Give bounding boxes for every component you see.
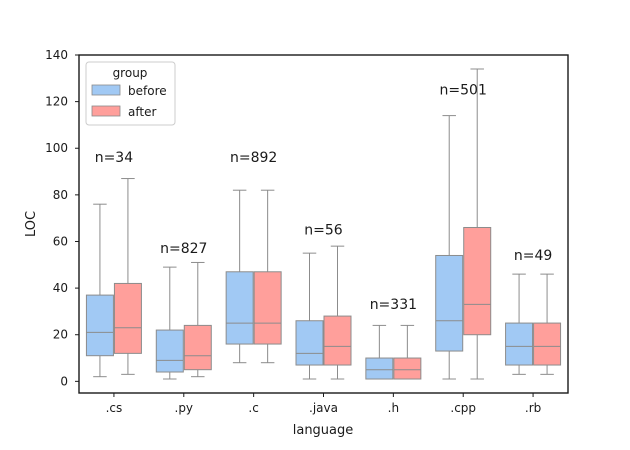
annotation-java: n=56 — [304, 222, 343, 238]
box-iqr — [533, 322, 562, 366]
x-tick-label: .py — [175, 401, 194, 415]
box-iqr — [463, 226, 492, 336]
box-before-h — [365, 324, 394, 380]
box-iqr — [505, 322, 534, 366]
y-tick-label: 20 — [53, 328, 68, 342]
legend-swatch-after — [91, 105, 121, 117]
y-tick-label: 100 — [45, 141, 68, 155]
box-before-cpp — [435, 115, 464, 380]
box-after-cpp — [463, 68, 492, 380]
legend-label-before: before — [128, 84, 167, 98]
y-axis-label: LOC — [24, 211, 39, 237]
annotation-rb: n=49 — [514, 248, 552, 264]
box-before-cs — [85, 203, 114, 378]
y-tick-label: 80 — [53, 188, 68, 202]
box-after-py — [183, 261, 212, 378]
annotation-cs: n=34 — [95, 150, 134, 166]
x-tick-label: .java — [309, 401, 338, 415]
x-tick-label: .h — [388, 401, 399, 415]
plot-frame — [78, 54, 569, 394]
x-tick-label: .cpp — [450, 401, 476, 415]
legend-title: group — [113, 66, 148, 80]
annotation-py: n=827 — [160, 241, 207, 257]
box-before-c — [225, 189, 254, 364]
axes: 0 20 40 60 80 100 120 140 .cs .py .c .java .h .cpp .rb — [45, 48, 541, 415]
x-tick-label: .c — [248, 401, 258, 415]
legend: group before after — [85, 61, 176, 126]
box-after-cs — [113, 178, 142, 375]
box-after-h — [393, 324, 422, 380]
y-tick-label: 140 — [45, 48, 68, 62]
x-tick-label: .rb — [525, 401, 541, 415]
box-iqr — [323, 315, 352, 366]
y-tick-label: 40 — [53, 281, 68, 295]
x-tick-label: .cs — [106, 401, 123, 415]
box-before-java — [295, 252, 324, 380]
box-iqr — [155, 329, 184, 373]
box-after-rb — [533, 273, 562, 375]
box-after-java — [323, 245, 352, 380]
annotation-cpp: n=501 — [440, 83, 487, 99]
y-tick-label: 120 — [45, 95, 68, 109]
box-iqr — [253, 271, 282, 345]
box-before-py — [155, 266, 184, 380]
box-iqr — [85, 294, 114, 357]
box-after-c — [253, 189, 282, 364]
annotation-h: n=331 — [370, 297, 417, 313]
box-iqr — [365, 357, 394, 380]
plot-area — [85, 68, 562, 380]
y-tick-label: 0 — [60, 374, 68, 388]
box-iqr — [393, 357, 422, 380]
box-iqr — [295, 320, 324, 366]
box-iqr — [113, 282, 142, 354]
box-iqr — [183, 324, 212, 371]
y-tick-label: 60 — [53, 234, 68, 248]
x-axis-label: language — [293, 423, 354, 438]
box-before-rb — [505, 273, 534, 375]
box-iqr — [435, 254, 464, 352]
legend-swatch-before — [91, 84, 121, 96]
annotation-c: n=892 — [230, 150, 277, 166]
sample-size-annotations: n=34 n=827 n=892 n=56 n=331 n=501 n=49 — [95, 83, 553, 313]
box-iqr — [225, 271, 254, 345]
legend-label-after: after — [128, 105, 156, 119]
